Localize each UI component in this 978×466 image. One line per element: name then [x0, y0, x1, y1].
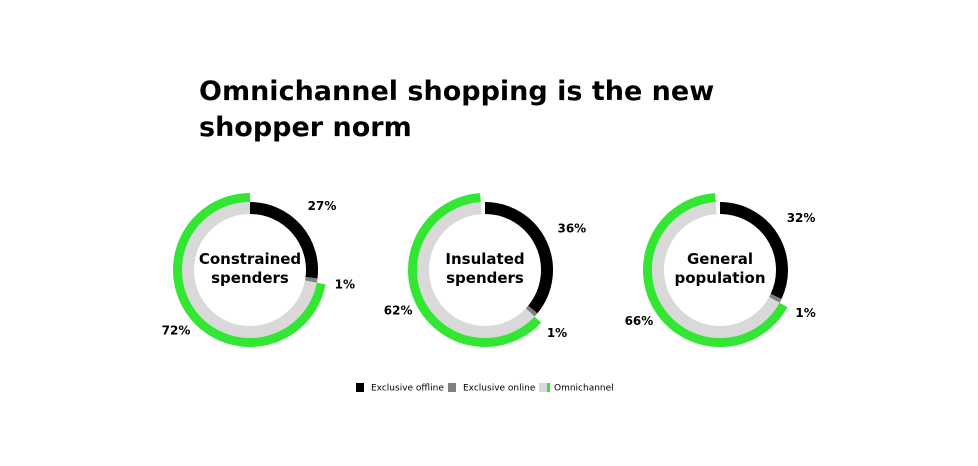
- donut-segment: [484, 202, 553, 314]
- donut-segment: [182, 202, 317, 338]
- legend-swatch: [448, 383, 456, 392]
- donut-segment: [249, 202, 318, 279]
- value-label: 72%: [162, 324, 191, 338]
- value-label: 1%: [547, 326, 567, 340]
- donut-segment: [719, 202, 788, 299]
- donut-segment: [652, 202, 780, 338]
- donut-segment: [525, 305, 538, 317]
- legend-swatch: [356, 383, 364, 392]
- legend-accent: [547, 383, 550, 392]
- legend-swatch: [539, 383, 547, 392]
- value-label: 36%: [557, 222, 586, 236]
- center-label: General population: [674, 250, 766, 287]
- value-label: 62%: [384, 303, 413, 317]
- chart-title: Omnichannel shopping is the new shopper …: [199, 76, 715, 143]
- legend-label: Exclusive offline: [371, 384, 444, 394]
- donut-accent-arc: [408, 193, 542, 347]
- value-label: 1%: [795, 306, 815, 320]
- donut-segment: [417, 202, 535, 338]
- donut-segment: [769, 293, 782, 303]
- value-label: 1%: [335, 278, 355, 292]
- donut-segment: [305, 276, 318, 283]
- value-label: 27%: [308, 199, 337, 213]
- donut-accent-arc: [643, 193, 788, 347]
- value-label: 66%: [625, 314, 654, 328]
- center-label: Insulated spenders: [445, 250, 525, 287]
- legend-label: Omnichannel: [554, 384, 614, 394]
- value-label: 32%: [787, 211, 816, 225]
- donut-accent-arc: [173, 193, 326, 347]
- center-label: Constrained spenders: [198, 250, 302, 287]
- legend-label: Exclusive online: [463, 384, 536, 394]
